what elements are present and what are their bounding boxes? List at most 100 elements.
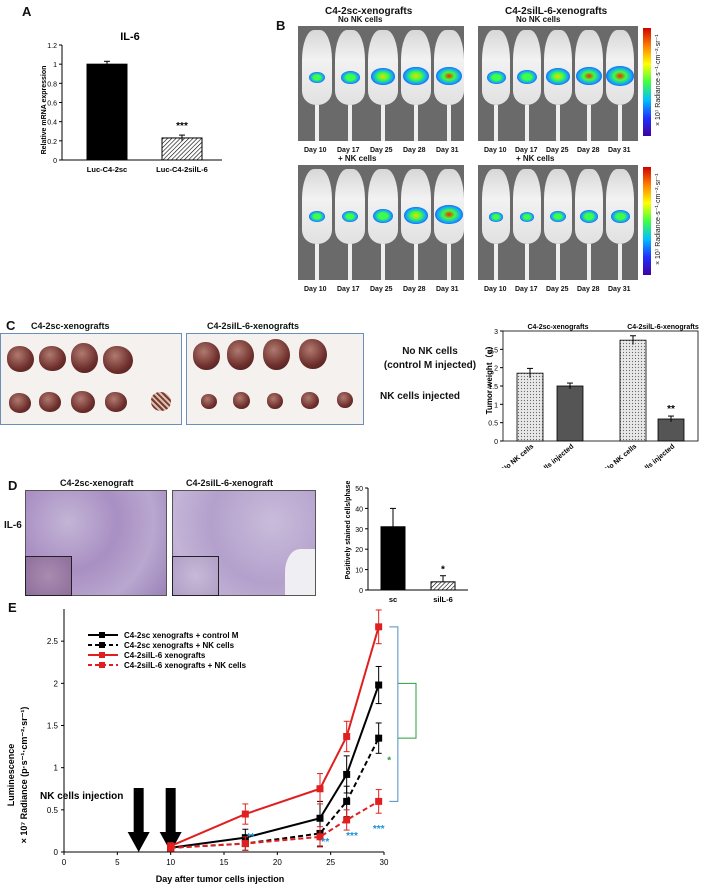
bar	[516, 372, 544, 442]
tumor	[193, 342, 220, 370]
row-label-il6: IL-6	[4, 520, 22, 531]
tumor	[39, 346, 66, 371]
data-point	[316, 833, 324, 841]
mouse-tail	[348, 244, 352, 280]
y-tick-label: 0.4	[47, 120, 57, 127]
luminescence-signal	[575, 66, 603, 86]
row-label: No NK cells	[338, 15, 383, 24]
row-label-nk: NK cells injected	[380, 391, 461, 402]
tumor	[71, 391, 95, 413]
mouse	[544, 169, 572, 244]
mouse	[544, 30, 572, 105]
group-label: C4-2sc-xenografts	[527, 324, 588, 331]
y-tick-label: 0.8	[47, 81, 57, 88]
x-tick-label: NK cells injected	[528, 443, 575, 468]
annotation-nk-injection: NK cells injection	[40, 791, 123, 802]
panel-d-chart: Positively stained cells/phase 0 10 20 30 40…	[345, 480, 468, 604]
x-tick-label: 10	[166, 858, 175, 867]
y-tick-label: 0	[494, 439, 498, 446]
tumor	[103, 346, 133, 374]
blue-significance-stars: ***	[346, 831, 358, 842]
arrow-head	[127, 832, 150, 852]
y-tick-label: 1	[494, 402, 498, 409]
luminescence-signal	[404, 207, 428, 224]
y-tick-label: 30	[355, 527, 363, 534]
panel-label-a: A	[22, 4, 32, 19]
mouse-tail	[315, 244, 319, 280]
arrow-shaft	[165, 788, 176, 832]
tumor	[337, 392, 353, 408]
blue-significance-stars: ***	[373, 824, 385, 835]
bli-photo-sc-nk	[298, 165, 464, 280]
day-label: Day 10	[484, 147, 507, 154]
bli-photo-sc-no-nk	[298, 26, 464, 141]
y-tick-label: 2	[54, 679, 59, 688]
data-point	[316, 814, 324, 822]
y-tick-label: 10	[355, 568, 363, 575]
photo-title-sc: C4-2sc-xenografts	[31, 321, 110, 331]
row-label: + NK cells	[516, 154, 555, 163]
y-tick-label: 3	[494, 329, 498, 336]
y-tick-label: 1	[54, 764, 59, 773]
radiance-scale-bar	[643, 167, 651, 275]
x-tick-label: sc	[389, 595, 397, 604]
tumor	[301, 392, 319, 409]
luminescence-signal	[435, 205, 463, 225]
mouse	[513, 169, 541, 244]
bli-photo-sil6-no-nk	[478, 26, 638, 141]
tumor	[233, 392, 250, 409]
y-tick-label: 1.5	[47, 722, 59, 731]
luminescence-signal	[516, 69, 538, 85]
y-tick-label: 1	[53, 62, 57, 69]
data-point	[343, 816, 351, 824]
tumor	[201, 394, 217, 409]
x-tick-label: silL-6	[433, 595, 453, 604]
inset-image	[25, 556, 72, 596]
day-label: Day 10	[484, 286, 507, 293]
y-tick-label: 2.5	[47, 637, 59, 646]
x-tick-label: 0	[62, 858, 67, 867]
mouse-tail	[494, 105, 498, 141]
mouse	[401, 169, 431, 244]
bar	[657, 418, 685, 442]
mouse	[482, 30, 510, 105]
y-axis-label-line2: × 10⁷ Radiance (p·s⁻¹·cm⁻²·sr⁻¹)	[19, 707, 29, 844]
day-label: Day 31	[436, 286, 459, 293]
series-line	[170, 800, 380, 849]
y-tick-label: 0.5	[488, 421, 498, 428]
day-label: Day 10	[304, 147, 327, 154]
data-point	[343, 732, 351, 740]
photo-title-sil6: C4-2silL-6-xenografts	[207, 321, 300, 331]
tumor	[227, 340, 254, 370]
row-label-line1: No NK cells	[402, 346, 458, 357]
mouse-tail	[525, 244, 529, 280]
legend-marker	[99, 632, 105, 638]
day-label: Day 17	[337, 147, 360, 154]
luminescence-signal	[579, 209, 599, 223]
significance-stars: ***	[176, 121, 188, 132]
x-tick-label: No NK cells	[604, 443, 638, 468]
y-tick-label: 0	[53, 158, 57, 165]
legend-marker	[99, 662, 105, 668]
tumor	[105, 392, 127, 412]
luminescence-signal	[341, 210, 359, 223]
col-title-sc: C4-2sc-xenografts	[325, 6, 413, 17]
scale-label: × 10⁷ Radiance·s⁻¹·cm⁻²·sr⁻¹	[655, 173, 662, 265]
panel-e-chart: Luminescence × 10⁷ Radiance (p·s⁻¹·cm⁻²·…	[6, 609, 417, 884]
col-title-sil6: C4-2silL-6-xenografts	[505, 6, 608, 17]
mouse-tail	[447, 105, 451, 141]
mouse	[606, 169, 634, 244]
y-tick-label: 0.6	[47, 101, 57, 108]
mouse	[335, 30, 365, 105]
y-axis-label: Relative mRNA expression	[41, 66, 48, 155]
luminescence-signal	[549, 210, 567, 223]
legend-label: C4-2sc xenografts + control M	[124, 631, 239, 640]
blue-bracket	[389, 626, 399, 802]
x-tick-label: 15	[220, 858, 229, 867]
luminescence-signal	[308, 71, 326, 84]
blue-significance-stars: **	[321, 837, 329, 848]
panel-label-b: B	[276, 18, 286, 33]
mouse	[575, 169, 603, 244]
data-point	[316, 785, 324, 793]
y-tick-label: 40	[355, 506, 363, 513]
